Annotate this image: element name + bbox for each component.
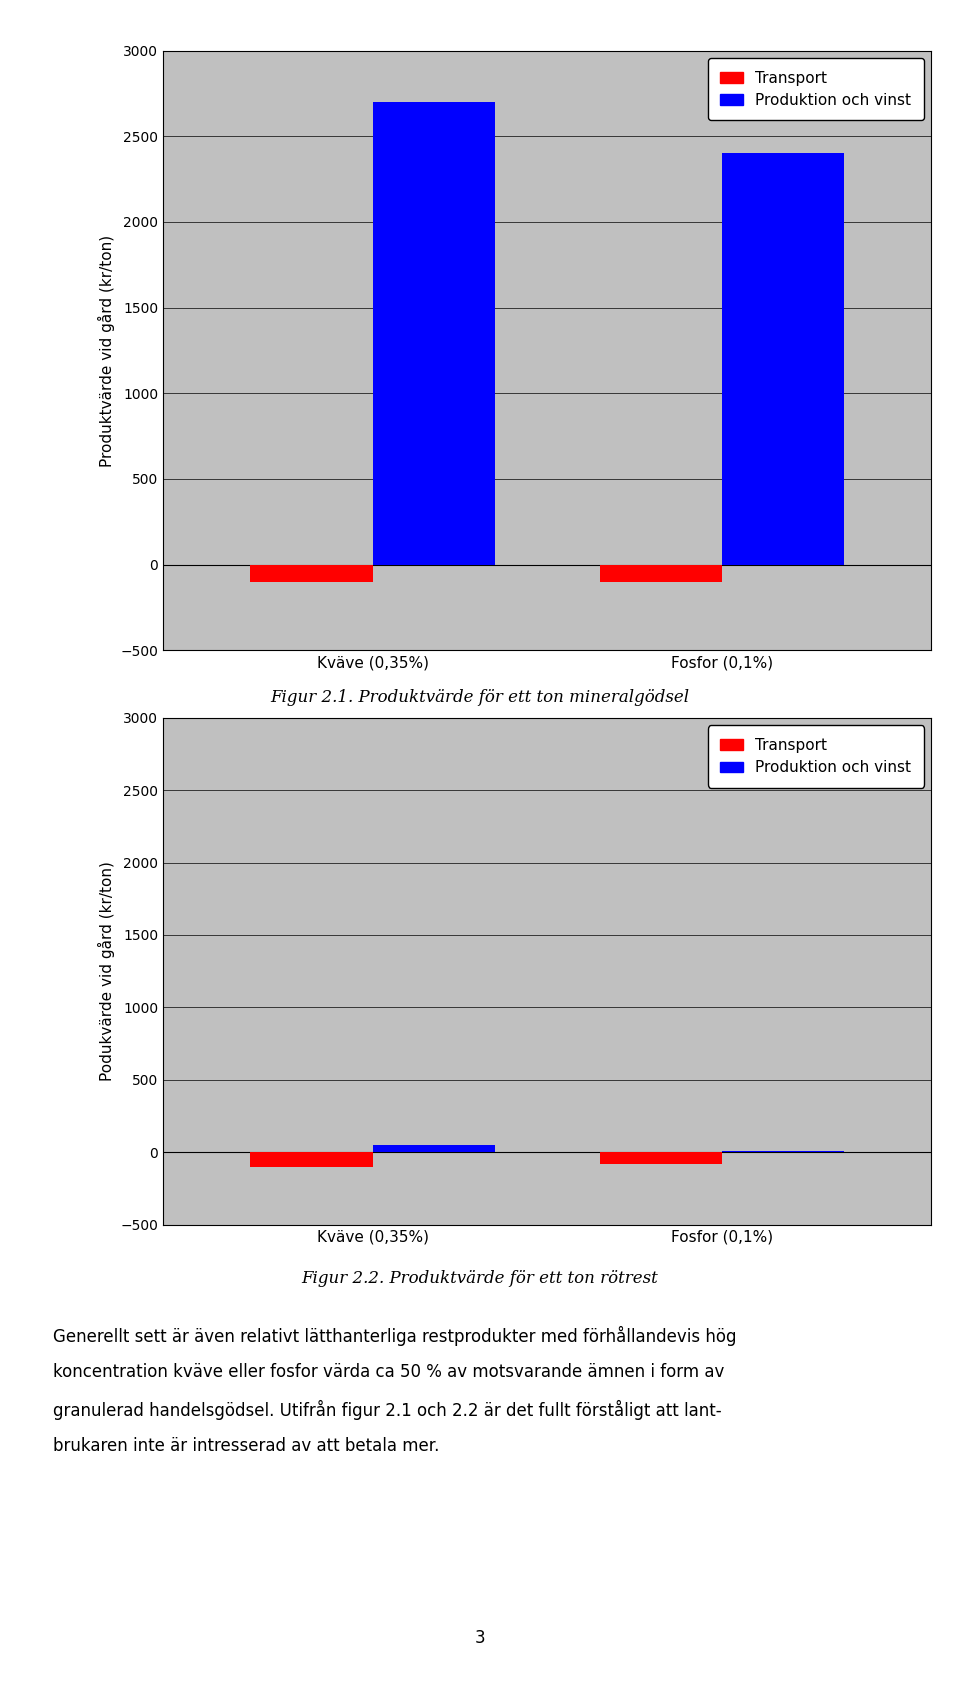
Y-axis label: Produktvärde vid gård (kr/ton): Produktvärde vid gård (kr/ton) <box>98 235 115 466</box>
Text: Figur 2.2. Produktvärde för ett ton rötrest: Figur 2.2. Produktvärde för ett ton rötr… <box>301 1270 659 1287</box>
Bar <box>722 154 844 564</box>
Text: granulerad handelsgödsel. Utifrån figur 2.1 och 2.2 är det fullt förståligt att : granulerad handelsgödsel. Utifrån figur … <box>53 1400 721 1420</box>
Bar <box>251 564 372 581</box>
Legend: Transport, Produktion och vinst: Transport, Produktion och vinst <box>708 726 924 787</box>
Y-axis label: Podukvärde vid gård (kr/ton): Podukvärde vid gård (kr/ton) <box>98 861 115 1081</box>
Bar <box>251 1152 372 1167</box>
Text: koncentration kväve eller fosfor värda ca 50 % av motsvarande ämnen i form av: koncentration kväve eller fosfor värda c… <box>53 1363 724 1382</box>
Bar <box>372 1145 494 1152</box>
Text: Figur 2.1. Produktvärde för ett ton mineralgödsel: Figur 2.1. Produktvärde för ett ton mine… <box>271 689 689 706</box>
Bar <box>600 1152 722 1164</box>
Bar <box>372 101 494 564</box>
Text: 3: 3 <box>474 1628 486 1647</box>
Bar <box>600 564 722 581</box>
Text: brukaren inte är intresserad av att betala mer.: brukaren inte är intresserad av att beta… <box>53 1437 439 1456</box>
Legend: Transport, Produktion och vinst: Transport, Produktion och vinst <box>708 59 924 120</box>
Text: Generellt sett är även relativt lätthanterliga restprodukter med förhållandevis : Generellt sett är även relativt lätthant… <box>53 1326 736 1346</box>
